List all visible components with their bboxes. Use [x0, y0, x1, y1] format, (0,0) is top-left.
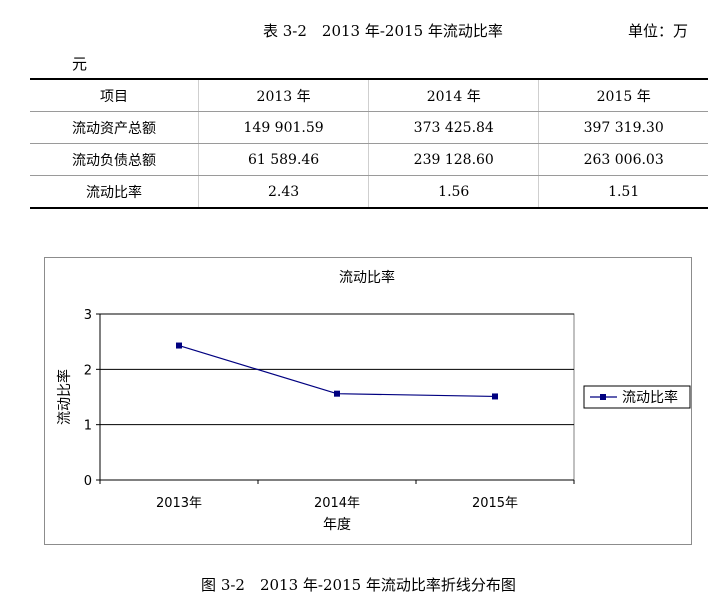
x-tick-label: 2015年 [472, 496, 518, 511]
table-cell: 2.43 [197, 175, 370, 209]
table-row: 流动比率 2.43 1.56 1.51 [30, 175, 708, 209]
legend-box [583, 385, 691, 409]
table-cell: 263 006.03 [538, 143, 708, 176]
table-caption: 表 3-2 2013 年-2015 年流动比率 [263, 22, 503, 40]
chart-frame: 流动比率 0 1 2 3 2013年 2014年 2015年 年度 流动比率 流动比率 [44, 257, 692, 545]
table-cell: 61 589.46 [197, 143, 370, 176]
x-tick-label: 2013年 [156, 496, 202, 511]
table-row: 流动负债总额 61 589.46 239 128.60 263 006.03 [30, 143, 708, 176]
unit-label: 单位：万 [628, 22, 689, 40]
axes [99, 314, 574, 481]
table-cell: 239 128.60 [368, 143, 540, 176]
table-cell: 1.51 [538, 175, 708, 209]
x-ticks: 2013年 2014年 2015年 [99, 480, 575, 511]
data-point [176, 342, 182, 349]
y-tick-label: 2 [84, 363, 92, 378]
table-row: 流动资产总额 149 901.59 373 425.84 397 319.30 [30, 111, 708, 144]
y-tick-label: 0 [84, 474, 92, 489]
figure-caption: 图 3-2 2013 年-2015 年流动比率折线分布图 [201, 576, 516, 594]
row-label: 流动负债总额 [30, 143, 199, 176]
table-cell: 149 901.59 [197, 111, 370, 144]
header-cell-item: 项目 [30, 78, 199, 112]
x-axis-label: 年度 [323, 517, 351, 533]
legend-square-marker [600, 394, 606, 400]
chart-title: 流动比率 [339, 269, 395, 286]
data-point [492, 393, 498, 400]
header-cell-2014: 2014 年 [368, 78, 540, 112]
row-label: 流动资产总额 [30, 111, 199, 144]
y-tick-label: 1 [84, 419, 92, 434]
line-chart: 流动比率 0 1 2 3 2013年 2014年 2015年 年度 流动比率 流动比率 [56, 269, 691, 533]
table-cell: 373 425.84 [368, 111, 540, 144]
y-ticks: 0 1 2 3 [84, 308, 100, 489]
legend-entry: 流动比率 [622, 389, 678, 406]
x-tick-label: 2014年 [314, 496, 360, 511]
row-label: 流动比率 [30, 175, 199, 209]
series-layer [176, 342, 498, 400]
header-cell-2015: 2015 年 [538, 78, 708, 112]
chart-legend: 流动比率 [583, 385, 691, 409]
table-cell: 1.56 [368, 175, 540, 209]
grid-lines [100, 313, 574, 426]
unit-label-continued: 元 [72, 55, 88, 73]
plot-area [99, 313, 575, 481]
table-cell: 397 319.30 [538, 111, 708, 144]
liquidity-table: 项目 2013 年 2014 年 2015 年 流动资产总额 149 901.5… [30, 78, 708, 209]
y-axis-label: 流动比率 [56, 369, 73, 425]
header-cell-2013: 2013 年 [197, 78, 370, 112]
y-tick-label: 3 [84, 308, 92, 323]
data-point [334, 390, 340, 397]
table-header-row: 项目 2013 年 2014 年 2015 年 [30, 78, 708, 112]
